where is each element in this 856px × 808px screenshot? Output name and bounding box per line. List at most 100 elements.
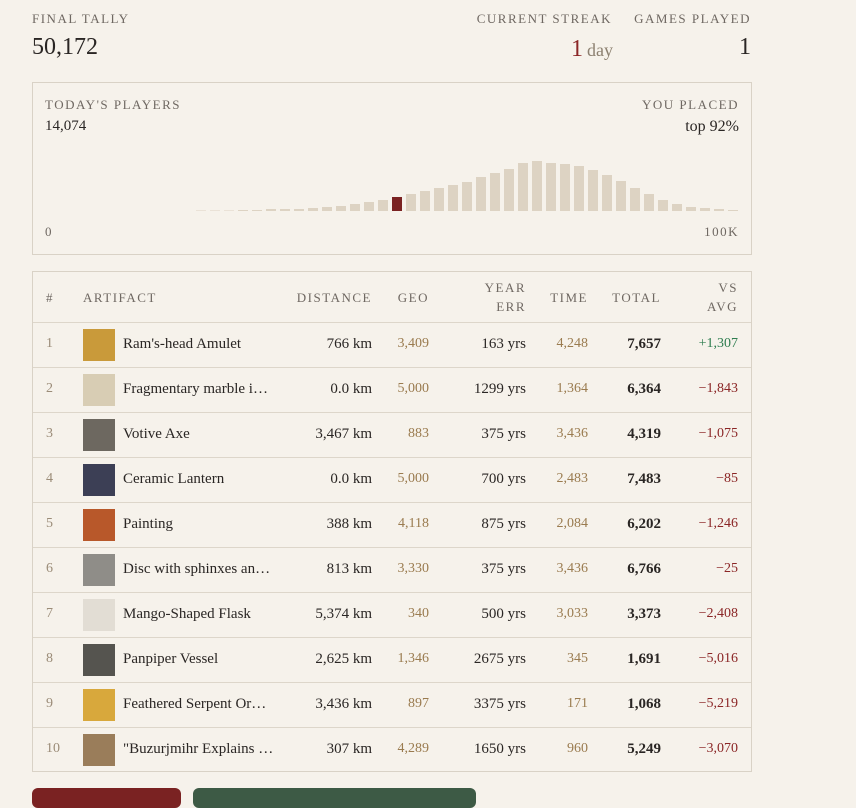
cell: 5,000 bbox=[397, 381, 430, 396]
cell: 7 bbox=[46, 606, 53, 621]
histogram-bar bbox=[350, 204, 360, 211]
histogram-bar bbox=[420, 191, 430, 211]
cell: −1,843 bbox=[698, 381, 738, 396]
streak-unit: day bbox=[587, 40, 613, 60]
thumbnail bbox=[83, 374, 115, 406]
cell: 1,068 bbox=[627, 696, 661, 712]
cell: Fragmentary marble i… bbox=[123, 381, 268, 397]
cell: Painting bbox=[123, 516, 174, 532]
cell: 3,033 bbox=[556, 606, 589, 621]
cell: 345 bbox=[567, 651, 588, 666]
games-played: 1 bbox=[739, 34, 751, 60]
table-row[interactable]: 2 Fragmentary marble i… 0.0 km 5,000 1299 yr… bbox=[33, 368, 751, 412]
histogram-bar bbox=[532, 161, 542, 211]
cell: 4,319 bbox=[627, 426, 661, 442]
cell: 1299 yrs bbox=[473, 381, 526, 397]
label: YOU PLACED bbox=[642, 97, 739, 112]
cell: Mango-Shaped Flask bbox=[123, 606, 251, 622]
table-row[interactable]: 7 Mango-Shaped Flask 5,374 km 340 500 yrs 3,0… bbox=[33, 593, 751, 637]
button[interactable] bbox=[193, 788, 476, 808]
streak-value: 1 bbox=[571, 36, 583, 62]
table-row[interactable]: 10 "Buzurjmihr Explains … 307 km 4,289 1650 … bbox=[33, 728, 751, 772]
row-divider bbox=[33, 547, 751, 548]
row-divider bbox=[33, 412, 751, 413]
final-tally: 50,172 bbox=[32, 34, 98, 60]
histogram-bar bbox=[574, 166, 584, 211]
histogram-bar bbox=[280, 209, 290, 211]
cell: 3,409 bbox=[397, 336, 430, 351]
histogram-bar bbox=[266, 209, 276, 211]
cell: +1,307 bbox=[698, 336, 738, 351]
cell: Feathered Serpent Or… bbox=[123, 696, 267, 712]
histogram-bar bbox=[308, 208, 318, 211]
cell: 8 bbox=[46, 651, 53, 666]
table-row[interactable]: 3 Votive Axe 3,467 km 883 375 yrs 3,436 4,319 −… bbox=[33, 413, 751, 457]
label: TODAY'S PLAYERS bbox=[45, 97, 181, 112]
cell: 0.0 km bbox=[330, 471, 372, 487]
histogram-bar bbox=[602, 175, 612, 211]
cell: −5,219 bbox=[698, 696, 738, 711]
table-row[interactable]: 9 Feathered Serpent Or… 3,436 km 897 3375 yr… bbox=[33, 683, 751, 727]
column-header: DISTANCE bbox=[296, 290, 372, 305]
row-divider bbox=[33, 502, 751, 503]
table-row[interactable]: 6 Disc with sphinxes an… 813 km 3,330 375 yr… bbox=[33, 548, 751, 592]
cell: 3375 yrs bbox=[473, 696, 526, 712]
cell: 1,691 bbox=[627, 651, 661, 667]
cell: 10 bbox=[46, 741, 60, 756]
cell: 375 yrs bbox=[481, 561, 526, 577]
cell: 5,000 bbox=[397, 471, 430, 486]
histogram-bar bbox=[406, 194, 416, 211]
results-table: # ARTIFACT DISTANCE GEO YEAR ERR TIME TOTAL VS … bbox=[32, 271, 752, 772]
thumbnail bbox=[83, 599, 115, 631]
histogram-bar bbox=[294, 209, 304, 211]
histogram-bar bbox=[462, 182, 472, 211]
row-divider bbox=[33, 682, 751, 683]
table-row[interactable]: 1 Ram's-head Amulet 766 km 3,409 163 yrs 4,24… bbox=[33, 323, 751, 367]
cell: 3 bbox=[46, 426, 53, 441]
cell: 1650 yrs bbox=[473, 741, 526, 757]
histogram-bar bbox=[196, 210, 206, 211]
cell: 7,483 bbox=[627, 471, 661, 487]
histogram-bar bbox=[364, 202, 374, 211]
cell: 2,084 bbox=[556, 516, 589, 531]
column-header: TOTAL bbox=[612, 290, 661, 305]
thumbnail bbox=[83, 734, 115, 766]
histogram-bar bbox=[616, 181, 626, 211]
histogram-bar bbox=[630, 188, 640, 211]
histogram-bar bbox=[238, 210, 248, 211]
column-header: VS AVG bbox=[707, 280, 738, 314]
table-row[interactable]: 4 Ceramic Lantern 0.0 km 5,000 700 yrs 2,483 7… bbox=[33, 458, 751, 502]
cell: 3,436 km bbox=[315, 696, 372, 712]
histogram-bar bbox=[378, 200, 388, 211]
table-row[interactable]: 8 Panpiper Vessel 2,625 km 1,346 2675 yrs 345… bbox=[33, 638, 751, 682]
histogram-bar bbox=[504, 169, 514, 211]
cell: −25 bbox=[716, 561, 738, 576]
cell: 9 bbox=[46, 696, 53, 711]
histogram-bar bbox=[518, 163, 528, 211]
histogram-bar bbox=[476, 177, 486, 211]
cell: −85 bbox=[716, 471, 738, 486]
cell: −1,246 bbox=[698, 516, 738, 531]
column-header: GEO bbox=[397, 290, 429, 305]
cell: 4,118 bbox=[398, 516, 429, 531]
players-panel: TODAY'S PLAYERS 14,074 YOU PLACED top 92… bbox=[32, 82, 752, 255]
column-header: TIME bbox=[550, 290, 588, 305]
cell: 1 bbox=[46, 336, 53, 351]
histogram-bar bbox=[588, 170, 598, 211]
thumbnail bbox=[83, 419, 115, 451]
histogram-bar bbox=[210, 210, 220, 211]
cell: 307 km bbox=[326, 741, 372, 757]
row-divider bbox=[33, 367, 751, 368]
thumbnail bbox=[83, 509, 115, 541]
button[interactable] bbox=[32, 788, 181, 808]
row-divider bbox=[33, 322, 751, 323]
table-row[interactable]: 5 Painting 388 km 4,118 875 yrs 2,084 6,202 −1,… bbox=[33, 503, 751, 547]
cell: 3,436 bbox=[556, 561, 589, 576]
cell: 700 yrs bbox=[481, 471, 526, 487]
histogram-bar bbox=[644, 194, 654, 211]
cell: −1,075 bbox=[698, 426, 738, 441]
cell: 6 bbox=[46, 561, 53, 576]
cell: Disc with sphinxes an… bbox=[123, 561, 271, 577]
cell: 3,330 bbox=[397, 561, 430, 576]
